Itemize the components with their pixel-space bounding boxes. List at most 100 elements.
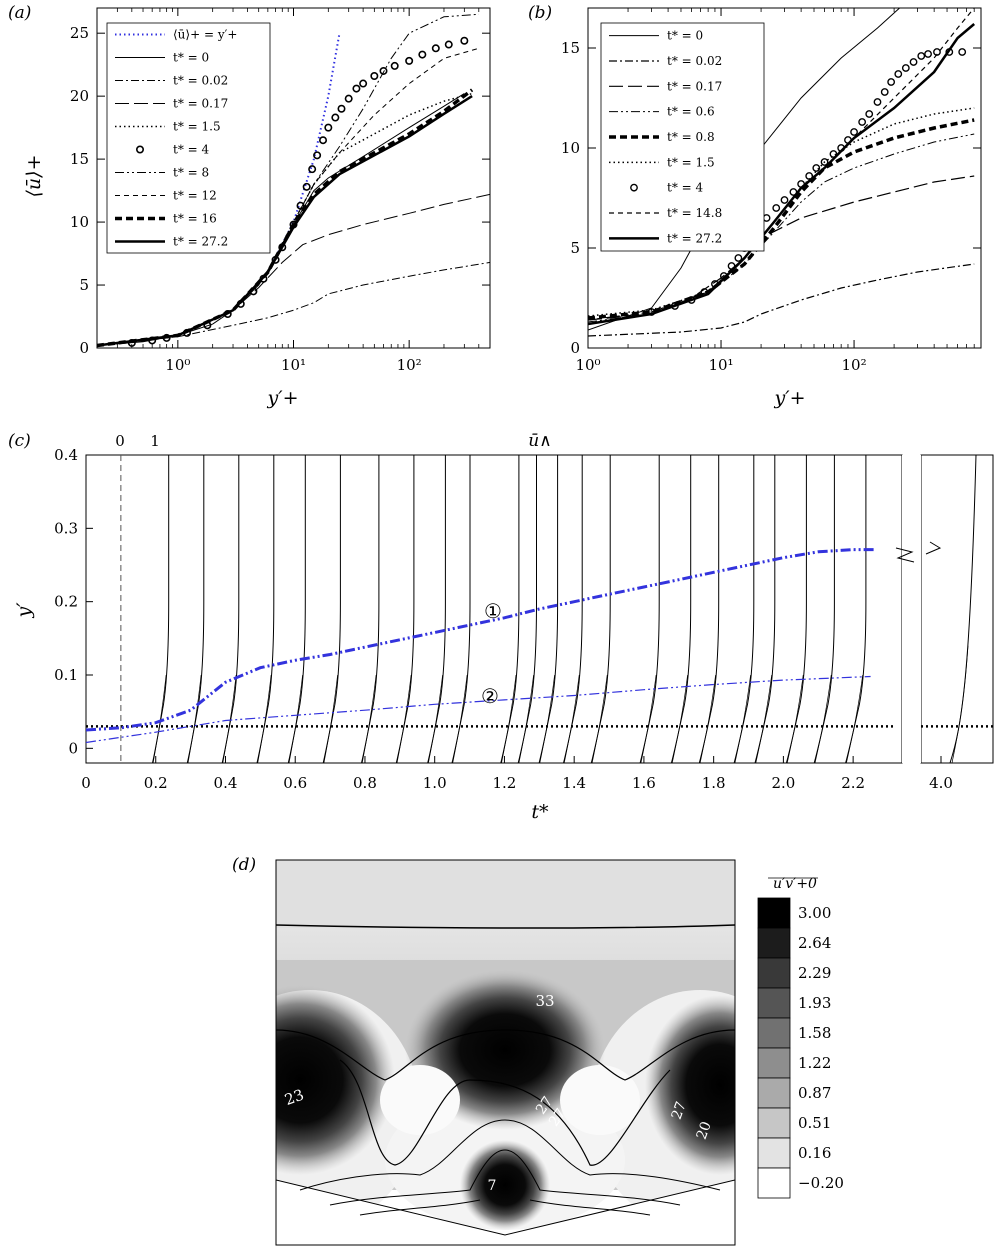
y-tick-label: 0.2 [54,593,78,611]
series-line [588,133,975,323]
contour-line [276,1029,735,1081]
x-tick-label: 1.0 [423,774,447,792]
colorbar-swatch [757,897,791,929]
legend-label: t* = 0.8 [667,130,715,144]
data-point [324,123,333,132]
envelope-line [86,548,875,732]
legend-marker [136,145,145,154]
data-point [431,44,440,53]
legend-label: t* = 0.02 [173,74,228,88]
contour-label: 33 [535,992,554,1010]
legend-label: t* = 14.8 [667,206,722,220]
panel-a: 10⁰ 10¹ 10² 0 5 10 15 20 25 ⟨ū⟩+ = y′+ t* = 0 t* =… [23,7,491,409]
data-point [319,136,328,145]
velocity-profile-secondary [846,674,864,763]
velocity-profile-secondary [222,674,237,763]
x-tick-label: 10⁰ [165,356,190,374]
x-tick-label: 0.6 [283,774,307,792]
y-tick-label: 5 [570,239,580,257]
y-tick-label: 25 [70,24,89,42]
legend-label: t* = 0 [173,51,209,65]
data-point [390,61,399,70]
x-tick-label: 10⁰ [575,356,600,374]
velocity-profile-secondary [786,674,804,763]
colorbar-swatch [757,1137,791,1169]
x-tick-label: 0.4 [214,774,238,792]
colorbar-label: 2.29 [798,964,831,982]
data-point [873,98,882,106]
x-tick-label: 0.8 [353,774,377,792]
panel-d: 33 23 27 27 27 20 7 u′v′+0 3.00 2.64 2.29 1… [275,859,844,1246]
x-tick-label: 2.2 [841,774,865,792]
colorbar-label: 1.22 [798,1054,831,1072]
colorbar-title: u′v′+0 [773,876,817,892]
velocity-profile-secondary [699,674,716,763]
top-label-1: 1 [150,432,160,450]
colorbar-swatch [757,1077,791,1109]
data-point [352,84,361,93]
colorbar-swatch [757,1167,791,1199]
series-line [97,261,490,346]
data-point [880,88,889,96]
x-axis-label-b: y′+ [774,387,806,409]
data-point [887,78,896,86]
data-point [331,113,340,122]
colorbar-swatch [757,1017,791,1049]
legend-label: t* = 1.5 [667,155,715,169]
colorbar-label: 0.16 [798,1144,831,1162]
data-point [820,158,829,166]
data-point [460,36,469,45]
panel-label-a: (a) [8,3,31,23]
data-point [444,40,453,49]
colorbar-swatch [757,1047,791,1079]
x-tick-label: 10² [397,356,422,374]
legend-label: t* = 16 [173,212,217,226]
annotation-2: ② [481,684,499,708]
series-line [588,263,975,337]
legend-label: t* = 0.02 [667,54,722,68]
envelope-line [86,675,871,744]
data-point [344,94,353,103]
legend-box [106,22,271,254]
colorbar-swatch [757,1107,791,1139]
legend-label: t* = 1.5 [173,120,221,134]
y-tick-label: 5 [79,276,89,294]
velocity-profile-secondary [814,674,832,763]
legend-label: t* = 8 [173,166,209,180]
velocity-profile-secondary [323,674,338,763]
y-tick-label: 0.1 [54,666,78,684]
velocity-profile-secondary [518,674,534,763]
colorbar-label: 3.00 [798,904,831,922]
y-tick-label: 10 [70,213,89,231]
series-line [588,23,976,326]
data-point [958,48,967,56]
legend-label: t* = 4 [667,181,704,195]
data-point [812,164,821,172]
legend-label: t* = 4 [173,143,210,157]
panel-label-c: (c) [8,431,31,451]
inset-velocity-profile [949,454,977,764]
data-point [780,196,789,204]
velocity-profile-secondary [563,674,580,763]
data-point [405,56,414,65]
contour-label: 7 [488,1178,497,1194]
legend-label: t* = 0 [667,29,703,43]
x-tick-label: 0 [81,774,91,792]
legend-label: ⟨ū⟩+ = y′+ [173,28,237,42]
velocity-profile-secondary [187,674,202,763]
colorbar-label: 1.58 [798,1024,831,1042]
velocity-profile-secondary [452,674,468,763]
velocity-profile-secondary [361,674,377,763]
velocity-profile-secondary [288,674,303,763]
y-tick-label: 15 [561,39,580,57]
legend-label: t* = 0.17 [173,97,228,111]
velocity-profile-secondary [539,674,555,763]
data-point [734,254,743,262]
velocity-profile-secondary [396,674,412,763]
legend-label: t* = 27.2 [173,235,228,249]
legend-marker [630,183,638,192]
top-axis-label-c: ū∧ [528,431,551,451]
x-tick-label: 2.0 [771,774,795,792]
velocity-profile-secondary [755,674,773,763]
contour-line [276,924,735,929]
